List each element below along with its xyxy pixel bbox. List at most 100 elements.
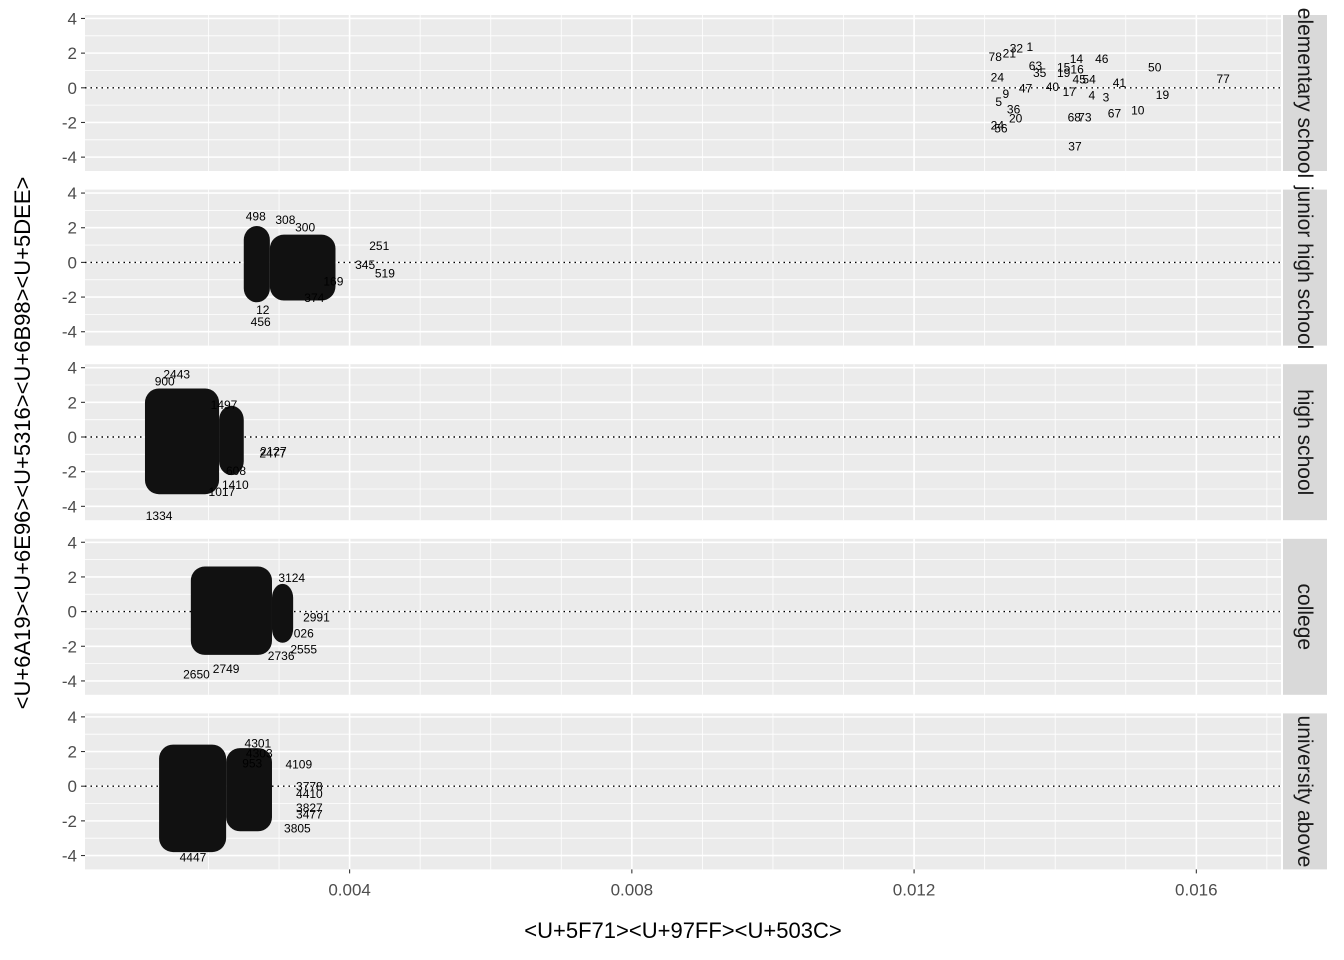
- point-label: 3805: [284, 822, 311, 836]
- y-tick-label: -2: [62, 113, 77, 132]
- point-label: 78: [989, 50, 1003, 64]
- point-label: 10: [1131, 103, 1145, 117]
- point-label: 4303: [246, 746, 273, 760]
- point-label: 1497: [211, 398, 238, 412]
- y-tick-label: 4: [68, 184, 77, 203]
- point-label: 2736: [268, 649, 295, 663]
- point-label: 2991: [303, 611, 330, 625]
- point-label: 456: [251, 315, 271, 329]
- point-label: 24: [991, 119, 1005, 133]
- point-label: 3827: [296, 801, 323, 815]
- point-label: 1410: [222, 478, 249, 492]
- point-label: 4: [1089, 89, 1096, 103]
- y-tick-label: 2: [68, 743, 77, 762]
- y-tick-label: 0: [68, 79, 77, 98]
- point-label: 9: [1002, 87, 1009, 101]
- point-label: 2127: [260, 445, 287, 459]
- y-tick-label: -4: [62, 847, 77, 866]
- y-tick-label: 2: [68, 44, 77, 63]
- y-tick-label: 0: [68, 777, 77, 796]
- label-cluster: [219, 405, 244, 476]
- point-label: 73: [1078, 110, 1092, 124]
- point-label: 4447: [180, 851, 207, 865]
- point-label: 900: [155, 375, 175, 389]
- y-tick-label: 2: [68, 393, 77, 412]
- point-label: 3124: [278, 571, 305, 585]
- point-label: 19: [1156, 88, 1170, 102]
- facet-strip: [1283, 15, 1327, 171]
- point-label: 1017: [209, 485, 236, 499]
- point-label: 19: [1057, 66, 1071, 80]
- point-label: 50: [1148, 60, 1162, 74]
- point-label: 498: [246, 209, 266, 223]
- label-cluster: [159, 744, 227, 853]
- point-label: 2555: [290, 643, 317, 657]
- point-label: 2650: [183, 667, 210, 681]
- point-label: 37: [1068, 139, 1082, 153]
- label-cluster: [226, 748, 272, 832]
- point-label: 47: [1019, 82, 1033, 96]
- point-label: 17: [1063, 85, 1077, 99]
- label-cluster: [269, 234, 336, 301]
- facet-strip: [1283, 364, 1327, 521]
- facet-strip: [1283, 538, 1327, 695]
- label-cluster: [271, 583, 294, 643]
- y-axis-ticks: -4 -2 0 2 4 -4 -2 0 2 4 -4 -2 0 2 4 -4 -2 0 2 4 -4 -2 0 2 4: [62, 9, 85, 866]
- point-label: 14: [1070, 52, 1084, 66]
- point-label: 2749: [213, 662, 240, 676]
- point-label: 67: [1108, 106, 1122, 120]
- point-label: 46: [1095, 52, 1109, 66]
- point-label: 251: [369, 239, 389, 253]
- y-tick-label: 0: [68, 603, 77, 622]
- point-label: 374: [304, 291, 324, 305]
- facet-strip-label: college: [1293, 584, 1316, 651]
- point-label: 32: [1010, 41, 1024, 55]
- panel-background: [85, 713, 1281, 870]
- y-tick-label: -4: [62, 672, 77, 691]
- point-label: 54: [1082, 72, 1096, 86]
- point-label: 308: [275, 213, 295, 227]
- y-tick-label: 2: [68, 219, 77, 238]
- point-label: 026: [294, 626, 314, 640]
- point-label: 2477: [259, 446, 286, 460]
- point-label: 1334: [146, 509, 173, 523]
- point-label: 45: [1073, 72, 1087, 86]
- point-label: 36: [1007, 102, 1021, 116]
- point-label: 5: [995, 95, 1002, 109]
- facet-strip: [1283, 713, 1327, 870]
- panel-background: [85, 364, 1281, 521]
- y-tick-label: -2: [62, 637, 77, 656]
- point-label: 20: [1009, 112, 1023, 126]
- point-label: 12: [256, 303, 270, 317]
- point-label: 3: [1103, 90, 1110, 104]
- point-label: 3778: [296, 780, 323, 794]
- y-tick-label: -2: [62, 463, 77, 482]
- panel-background: [85, 15, 1281, 171]
- y-tick-label: 4: [68, 533, 77, 552]
- x-tick-label: 0.004: [328, 880, 371, 899]
- point-label: 608: [226, 464, 246, 478]
- point-label: 3477: [296, 807, 323, 821]
- y-tick-label: -4: [62, 148, 77, 167]
- y-tick-label: -4: [62, 497, 77, 516]
- y-tick-label: -2: [62, 812, 77, 831]
- x-tick-label: 0.016: [1175, 880, 1218, 899]
- point-label: 68: [1068, 110, 1082, 124]
- point-label: 40: [1046, 80, 1060, 94]
- label-cluster: [190, 566, 272, 655]
- x-axis-title: <U+5F71><U+97FF><U+503C>: [524, 918, 841, 943]
- point-label: 15: [1057, 60, 1071, 74]
- point-label: 300: [295, 220, 315, 234]
- y-tick-label: 0: [68, 253, 77, 272]
- point-label: 4410: [296, 787, 323, 801]
- point-label: 24: [991, 71, 1005, 85]
- facet-strip-label: high school: [1293, 389, 1316, 495]
- y-tick-label: 0: [68, 428, 77, 447]
- point-label: 21: [1003, 46, 1017, 60]
- facet-strip-label: university above: [1293, 716, 1316, 868]
